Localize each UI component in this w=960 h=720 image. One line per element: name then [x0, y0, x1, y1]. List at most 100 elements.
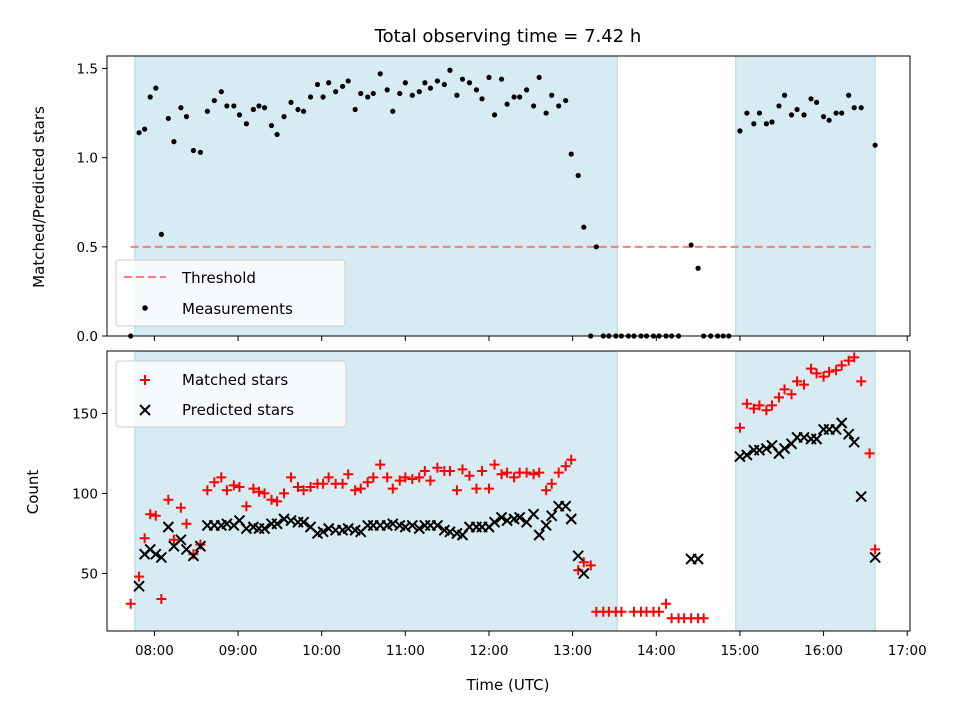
predicted-star-point — [297, 516, 310, 528]
measurement-point — [511, 94, 517, 100]
measurement-point — [530, 103, 537, 109]
matched-star-point — [779, 384, 790, 395]
x-tick-label: 14:00 — [637, 643, 676, 659]
measurement-point — [268, 122, 275, 129]
measurement-point — [158, 231, 164, 237]
predicted-star-point — [258, 522, 271, 535]
y-tick-label: 0.0 — [77, 329, 98, 345]
matched-star-point — [578, 557, 589, 568]
matched-star-point — [234, 482, 245, 492]
matched-star-point — [509, 472, 520, 483]
legend: Threshold Measurements — [115, 259, 346, 327]
matched-star-point — [754, 400, 765, 411]
matched-star-point — [286, 472, 297, 483]
predicted-star-point — [527, 508, 540, 520]
matched-star-point — [318, 478, 329, 489]
predicted-star-point — [869, 551, 881, 564]
matched-star-point — [195, 539, 206, 550]
matched-star-point — [156, 594, 167, 604]
predicted-star-point — [842, 428, 855, 440]
matched-star-point — [414, 472, 425, 483]
measurement-point — [794, 106, 800, 113]
measurement-point — [171, 139, 177, 145]
measurement-point — [136, 130, 142, 136]
y-ticks: 0.0 0.5 1.0 1.5 — [77, 61, 107, 345]
measurement-point — [781, 92, 788, 98]
measurement-point — [345, 78, 351, 84]
measurement-point — [153, 85, 159, 91]
y-axis-label: Count — [24, 470, 42, 515]
matched-star-point — [464, 470, 475, 481]
x-tick-label: 16:00 — [804, 643, 843, 659]
matched-star-point — [292, 482, 303, 492]
matched-star-point — [566, 454, 577, 465]
measurement-point — [808, 96, 814, 102]
measurement-point — [377, 71, 383, 77]
measurement-point — [358, 90, 364, 97]
y-tick-label: 150 — [72, 406, 98, 422]
predicted-star-point — [175, 534, 187, 546]
matched-star-point — [355, 483, 366, 494]
matched-star-point — [773, 392, 784, 403]
measurement-point — [459, 76, 466, 82]
measurement-point — [851, 105, 857, 111]
measurement-point — [178, 105, 184, 111]
matched-star-point — [305, 482, 316, 492]
measurement-point — [397, 90, 403, 97]
matched-star-point — [139, 533, 150, 544]
matched-star-point — [400, 472, 411, 483]
x-tick-label: 15:00 — [720, 643, 759, 659]
measurement-point — [581, 224, 587, 230]
count-points — [125, 352, 881, 624]
x-tick-label: 12:00 — [470, 643, 509, 659]
y-ticks: 50 100 150 — [72, 406, 107, 582]
measurement-point — [549, 92, 555, 98]
measurement-point — [402, 80, 408, 86]
measurement-point — [340, 83, 346, 89]
matched-star-point — [168, 534, 179, 545]
matched-star-point — [432, 462, 443, 473]
measurement-point — [473, 87, 480, 93]
predicted-star-point — [150, 548, 162, 560]
predicted-star-point — [578, 567, 590, 580]
ratio-panel: 0.0 0.5 1.0 1.5 Matched/Predicted stars Thr… — [30, 55, 911, 345]
matched-star-point — [471, 483, 482, 494]
plus-legend-icon — [140, 375, 150, 385]
legend: Matched stars Predicted stars — [115, 360, 347, 428]
matched-star-point — [741, 398, 752, 409]
x-tick-label: 08:00 — [135, 643, 174, 659]
matched-star-point — [337, 478, 348, 489]
measurement-point — [839, 110, 845, 116]
y-tick-label: 100 — [72, 486, 98, 502]
predicted-star-point — [778, 442, 791, 455]
measurement-point — [813, 99, 820, 105]
x-tick-label: 11:00 — [386, 643, 425, 659]
matched-star-point — [279, 488, 290, 499]
matched-star-point — [761, 405, 772, 416]
measurement-point — [563, 97, 569, 104]
measurement-point — [756, 110, 763, 116]
x-ticks: 08:00 09:00 10:00 11:00 12:00 13:00 14:00 15:00… — [135, 631, 927, 659]
measurement-point — [416, 89, 422, 95]
measurement-point — [788, 112, 795, 118]
matched-star-point — [553, 467, 564, 478]
matched-star-point — [616, 606, 627, 617]
predicted-star-point — [546, 510, 558, 522]
measurement-point — [820, 114, 827, 120]
x-axis-label: Time (UTC) — [466, 676, 550, 694]
measurement-point — [147, 94, 153, 100]
matched-star-point — [856, 376, 867, 387]
predicted-star-point — [760, 442, 773, 455]
plus-marker — [140, 375, 150, 385]
x-legend-icon — [139, 404, 151, 416]
x-tick-label: 17:00 — [888, 643, 927, 659]
measurement-point — [288, 99, 294, 105]
matched-star-point — [734, 422, 745, 433]
matched-star-point — [150, 510, 161, 521]
matched-star-point — [241, 501, 252, 512]
matched-star-point — [125, 598, 136, 609]
y-axis-label: Matched/Predicted stars — [30, 106, 48, 288]
matched-star-point — [766, 400, 777, 411]
predicted-star-point — [565, 513, 577, 525]
matched-star-point — [489, 459, 500, 470]
